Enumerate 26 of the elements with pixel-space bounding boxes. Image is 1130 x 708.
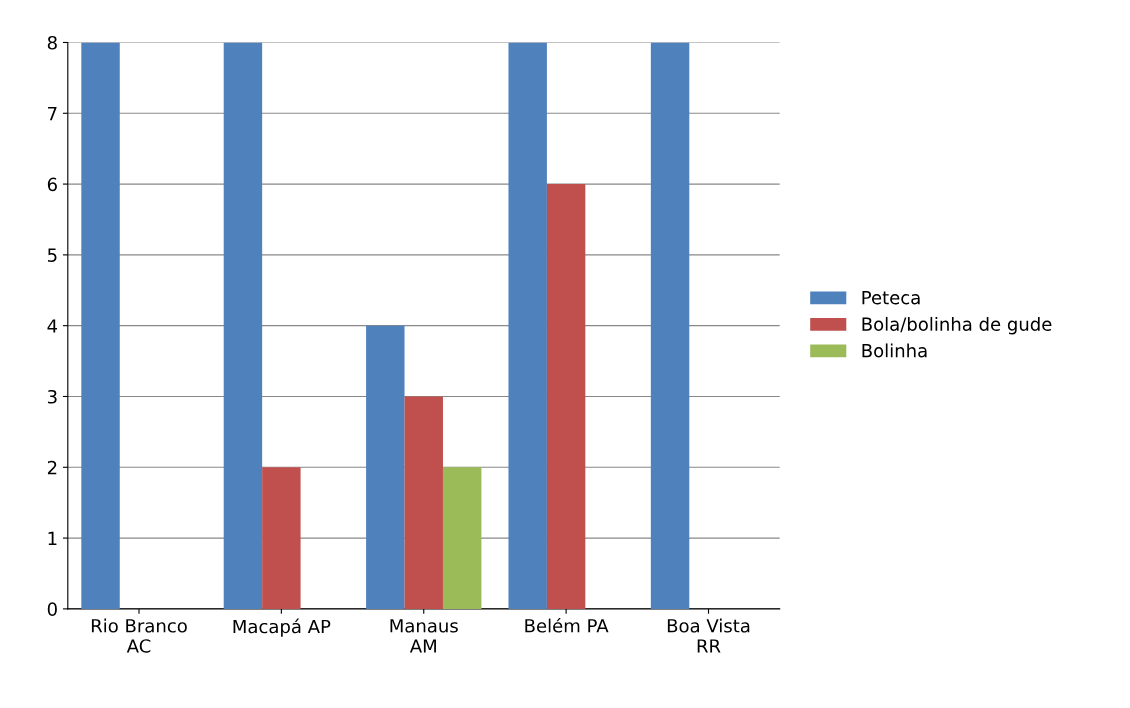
bar [650,42,690,609]
x-tick-label: Manaus AM [390,619,458,653]
legend-label: Bola/bolinha de gude [862,316,1052,335]
y-tick-label: 8 [47,35,57,50]
bar [262,467,301,609]
bar [508,42,547,609]
y-tick-label: 3 [47,389,57,404]
legend-label: Peteca [862,291,920,305]
bar [366,325,405,609]
y-tick-label: 5 [47,248,57,262]
y-tick-label: 1 [48,531,57,545]
y-tick-label: 7 [48,106,57,121]
bar [404,396,443,609]
x-tick-label: Rio Branco AC [91,618,187,653]
y-tick-label: 2 [47,460,57,475]
x-tick-label: Boa Vista RR [667,618,750,653]
y-tick-label: 0 [47,602,57,616]
legend-label: Bolinha [862,343,927,358]
bar [546,184,586,609]
x-tick-label: Macapá AP [233,618,331,637]
y-tick-label: 6 [47,177,57,192]
bar [81,42,120,609]
x-tick-label: Belém PA [525,617,609,633]
bar [442,467,482,609]
bar [223,42,263,609]
y-tick-label: 4 [47,319,58,333]
